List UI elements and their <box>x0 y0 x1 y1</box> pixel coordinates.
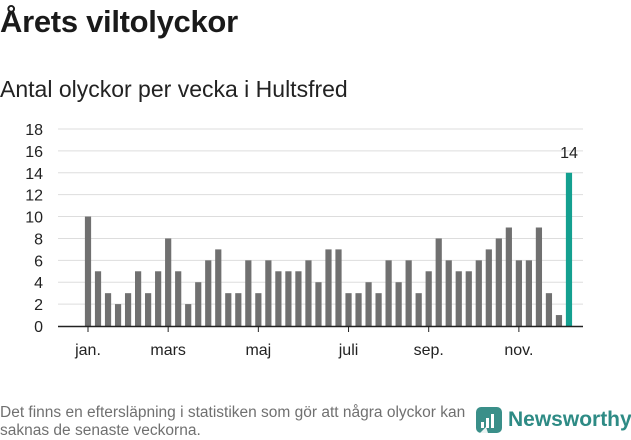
y-tick-label: 14 <box>25 166 43 183</box>
x-tick-label: juli <box>338 342 359 359</box>
bar <box>225 293 232 326</box>
x-tick-label: mars <box>150 342 186 359</box>
bar <box>335 249 342 326</box>
bar <box>535 227 543 326</box>
bar <box>275 271 282 326</box>
bar <box>215 249 222 326</box>
bar <box>465 271 472 326</box>
bar <box>205 260 212 326</box>
bar <box>415 293 422 326</box>
bar <box>305 260 312 326</box>
chart-title: Årets viltolyckor <box>0 4 238 39</box>
bar <box>295 271 302 326</box>
bar <box>435 238 442 326</box>
bar <box>405 260 412 326</box>
bar <box>285 271 292 326</box>
bar <box>505 227 512 326</box>
bar <box>455 271 462 326</box>
bar <box>325 249 332 326</box>
x-tick-label: nov. <box>504 342 533 359</box>
bar <box>195 282 202 326</box>
bar <box>265 260 272 326</box>
bar <box>235 293 242 326</box>
bar <box>255 293 262 326</box>
bar <box>365 282 372 326</box>
x-tick-label: maj <box>245 342 271 359</box>
y-tick-label: 10 <box>25 210 43 227</box>
bar <box>84 216 92 326</box>
brand-name: Newsworthy <box>508 408 631 431</box>
bar <box>145 293 152 326</box>
bar <box>315 282 322 326</box>
brand-logo[interactable]: Newsworthy <box>476 407 631 433</box>
bar <box>445 260 452 326</box>
y-tick-label: 4 <box>34 275 43 292</box>
bar <box>425 271 432 326</box>
bars <box>84 172 573 326</box>
bar <box>515 260 522 326</box>
bar <box>94 271 102 326</box>
bar <box>355 293 362 326</box>
bar <box>165 238 172 326</box>
y-tick-label: 18 <box>25 122 43 139</box>
bar <box>475 260 482 326</box>
bar <box>375 293 382 326</box>
bar <box>485 249 492 326</box>
bar <box>185 304 192 326</box>
y-tick-label: 8 <box>34 231 43 248</box>
bar <box>124 293 132 326</box>
y-tick-label: 2 <box>34 297 43 314</box>
bar <box>385 260 392 326</box>
bar <box>155 271 162 326</box>
y-tick-label: 0 <box>34 319 43 336</box>
bar <box>245 260 252 326</box>
newsworthy-icon <box>476 407 502 433</box>
bar <box>104 293 112 326</box>
footer-note: Det finns en eftersläpning i statistiken… <box>0 404 466 439</box>
highlight-data-label: 14 <box>560 145 578 162</box>
x-tick-label: jan. <box>74 342 101 359</box>
bar-highlight <box>565 172 573 326</box>
bar <box>345 293 352 326</box>
x-axis: jan. mars maj juli sep. nov. <box>58 325 583 359</box>
y-tick-label: 6 <box>34 253 43 270</box>
grid-lines <box>58 128 583 305</box>
y-tick-label: 16 <box>25 144 43 161</box>
bar <box>525 260 532 326</box>
bar <box>555 315 563 326</box>
bar <box>545 293 553 326</box>
bar <box>135 271 142 326</box>
annotations: 14 <box>560 145 578 162</box>
bar <box>495 238 502 326</box>
y-tick-label: 12 <box>25 188 43 205</box>
y-axis-ticks: 0 2 4 6 8 10 12 14 16 18 <box>25 122 43 336</box>
x-tick-label: sep. <box>414 342 444 359</box>
chart-subtitle: Antal olyckor per vecka i Hultsfred <box>0 76 348 102</box>
bar <box>114 304 122 326</box>
bar <box>175 271 182 326</box>
bar <box>395 282 402 326</box>
